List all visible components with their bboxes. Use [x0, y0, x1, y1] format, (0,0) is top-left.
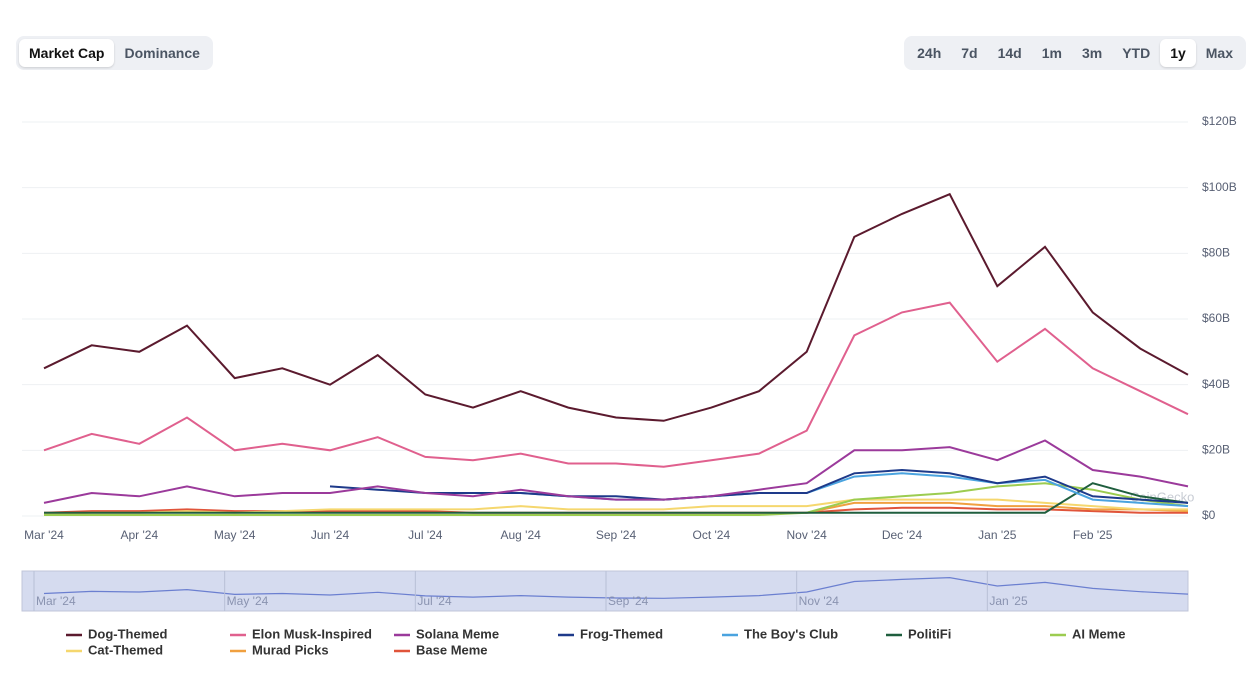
navigator-line — [43, 576, 1189, 599]
tab-button[interactable]: Dominance — [124, 45, 200, 61]
legend-label[interactable]: AI Meme — [1072, 626, 1125, 641]
series-line — [329, 468, 1189, 504]
legend-label[interactable]: Dog-Themed — [88, 626, 168, 641]
legend-item[interactable]: Base Meme — [394, 642, 488, 657]
x-tick-label: Dec '24 — [882, 528, 923, 542]
x-tick-label: Apr '24 — [121, 528, 159, 542]
y-tick-label: $100B — [1202, 180, 1237, 194]
tab-button[interactable]: Market Cap — [19, 39, 115, 67]
x-tick-label: Jan '25 — [978, 528, 1017, 542]
legend-item[interactable]: Murad Picks — [230, 642, 329, 657]
tab-button[interactable]: 7d — [961, 45, 978, 61]
legend-label[interactable]: PolitiFi — [908, 626, 951, 641]
navigator-label: Sep '24 — [608, 594, 649, 608]
y-tick-label: $120B — [1202, 114, 1237, 128]
legend-label[interactable]: Solana Meme — [416, 626, 499, 641]
navigator-label: Nov '24 — [799, 594, 840, 608]
legend-item[interactable]: Dog-Themed — [66, 626, 168, 641]
range-tabs: 24h 7d 14d 1m 3m YTD 1y Max — [904, 36, 1246, 70]
y-tick-label: $80B — [1202, 246, 1230, 260]
legend-label[interactable]: Base Meme — [416, 642, 488, 657]
y-tick-label: $20B — [1202, 443, 1230, 457]
y-tick-label: $0 — [1202, 508, 1216, 522]
x-tick-label: Oct '24 — [693, 528, 731, 542]
legend-label[interactable]: Frog-Themed — [580, 626, 663, 641]
x-tick-label: Nov '24 — [787, 528, 828, 542]
series-line — [43, 301, 1189, 468]
legend-item[interactable]: AI Meme — [1050, 626, 1125, 641]
legend-item[interactable]: Solana Meme — [394, 626, 499, 641]
legend-item[interactable]: The Boy's Club — [722, 626, 838, 641]
tab-button[interactable]: 24h — [917, 45, 942, 61]
tab-button[interactable]: 14d — [997, 45, 1022, 61]
legend-label[interactable]: Elon Musk-Inspired — [252, 626, 372, 641]
tab-button[interactable]: 3m — [1081, 45, 1103, 61]
y-tick-label: $60B — [1202, 311, 1230, 325]
series-line — [44, 482, 1189, 516]
tab-button[interactable]: Max — [1205, 45, 1233, 61]
tab-button[interactable]: 1y — [1160, 39, 1196, 67]
legend-label[interactable]: The Boy's Club — [744, 626, 838, 641]
navigator-label: Jan '25 — [989, 594, 1028, 608]
navigator-label: Mar '24 — [36, 594, 76, 608]
navigator-label: Jul '24 — [417, 594, 452, 608]
chart: CoinGecko $0$20B$40B$60B$80B$100B$120BMa… — [21, 114, 1237, 657]
legend-label[interactable]: Cat-Themed — [88, 642, 163, 657]
navigator-label: May '24 — [227, 594, 269, 608]
legend-item[interactable]: Cat-Themed — [66, 642, 163, 657]
series-line — [806, 501, 1189, 514]
x-tick-label: Feb '25 — [1073, 528, 1113, 542]
legend-item[interactable]: Elon Musk-Inspired — [230, 626, 372, 641]
x-tick-label: Sep '24 — [596, 528, 637, 542]
legend-item[interactable]: PolitiFi — [886, 626, 951, 641]
x-tick-label: Jul '24 — [408, 528, 443, 542]
tab-button[interactable]: YTD — [1122, 45, 1151, 61]
legend-label[interactable]: Murad Picks — [252, 642, 329, 657]
x-tick-label: Aug '24 — [501, 528, 542, 542]
series-line — [44, 482, 1189, 514]
navigator — [21, 570, 1189, 612]
tab-button[interactable]: 1m — [1041, 45, 1062, 61]
series-line — [43, 192, 1189, 422]
view-tabs: Market Cap Dominance — [16, 36, 213, 70]
series-line — [43, 439, 1189, 504]
y-tick-label: $40B — [1202, 377, 1230, 391]
x-tick-label: May '24 — [214, 528, 256, 542]
x-tick-label: Jun '24 — [311, 528, 350, 542]
x-tick-label: Mar '24 — [24, 528, 64, 542]
legend-item[interactable]: Frog-Themed — [558, 626, 663, 641]
